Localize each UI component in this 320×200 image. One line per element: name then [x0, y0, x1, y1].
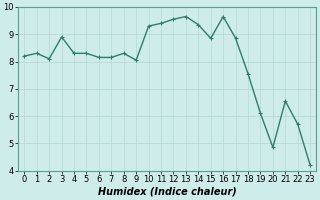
- X-axis label: Humidex (Indice chaleur): Humidex (Indice chaleur): [98, 187, 236, 197]
